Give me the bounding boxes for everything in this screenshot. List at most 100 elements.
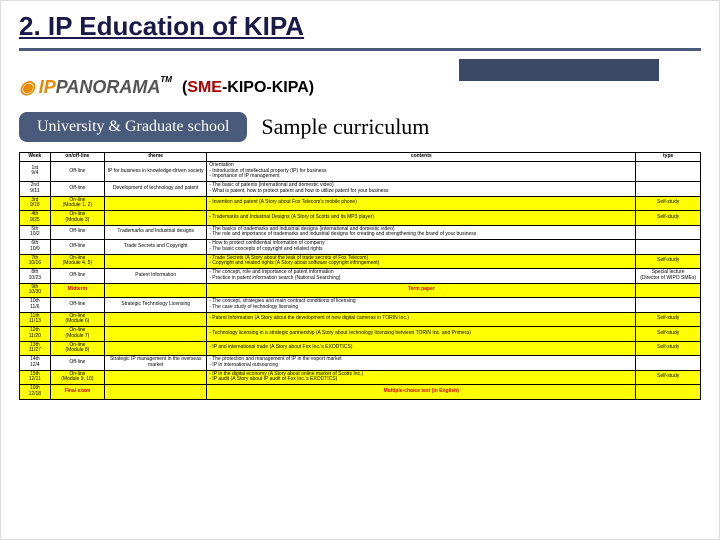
cell-week: 2nd 9/11 (20, 182, 51, 197)
university-pill: University & Graduate school (19, 112, 247, 142)
logo-tm: TM (160, 75, 172, 84)
cell-contents: - Trademarks and Industrial Designs (A S… (207, 211, 636, 226)
cell-type (636, 385, 701, 400)
subtitle-sme: SME (187, 79, 222, 96)
cell-mode: Off-line (50, 298, 104, 313)
cell-type: Self-study (636, 341, 701, 356)
cell-week: 4th 9/25 (20, 211, 51, 226)
cell-type: Self-study (636, 312, 701, 327)
sample-curriculum-label: Sample curriculum (261, 114, 429, 140)
th-week: Week (20, 153, 51, 162)
cell-type: Self-study (636, 211, 701, 226)
accent-bar (459, 59, 659, 81)
cell-week: 14th 12/4 (20, 356, 51, 371)
cell-mode: On-line (Module 7) (50, 327, 104, 342)
cell-theme (105, 283, 207, 298)
cell-mode: Final exam (50, 385, 104, 400)
th-onoff: on/off-line (50, 153, 104, 162)
cell-theme (105, 341, 207, 356)
cell-contents: - The basic of patents (international an… (207, 182, 636, 197)
table-row: 11th 11/13On-line (Module 6)- Patent Inf… (20, 312, 701, 327)
cell-type: Self-study (636, 254, 701, 269)
ippanorama-logo: ◉ IPPANORAMATM (19, 77, 172, 98)
cell-theme (105, 370, 207, 385)
table-row: 13th 11/27On-line (Module 8)- IP and int… (20, 341, 701, 356)
table-row: 8th 10/23Off-linePatent Information- The… (20, 269, 701, 284)
subtitle: (SME-KIPO-KIPA) (182, 79, 314, 97)
cell-theme: Trade Secrets and Copyright (105, 240, 207, 255)
table-row: 9th 10/30Midterm Term paper (20, 283, 701, 298)
cell-mode: On-line (Module 6) (50, 312, 104, 327)
cell-theme: Trademarks and Industrial designs (105, 225, 207, 240)
cell-week: 8th 10/23 (20, 269, 51, 284)
cell-type: Self-study (636, 327, 701, 342)
table-row: 12th 11/20On-line (Module 7) - Technology… (20, 327, 701, 342)
cell-contents: - Invention and patent (A Story about Fo… (207, 196, 636, 211)
cell-theme (105, 385, 207, 400)
table-row: 2nd 9/11Off-lineDevelopment of technolog… (20, 182, 701, 197)
cell-type (636, 298, 701, 313)
cell-week: 15th 12/11 (20, 370, 51, 385)
cell-type (636, 161, 701, 181)
cell-week: 16th 12/18 (20, 385, 51, 400)
cell-theme: Development of technology and patent (105, 182, 207, 197)
cell-type: Special lecture (Director of WIPO SMEs) (636, 269, 701, 284)
cell-theme: Strategic IP management in the overseas … (105, 356, 207, 371)
table-row: 10th 11/6Off-lineStrategic Technology Li… (20, 298, 701, 313)
cell-type (636, 283, 701, 298)
band-row: University & Graduate school Sample curr… (19, 112, 701, 142)
cell-mode: Off-line (50, 269, 104, 284)
curriculum-table: Week on/off-line theme contents type 1st… (19, 152, 701, 400)
cell-type (636, 182, 701, 197)
table-row: 16th 12/18Final exam Multiple-choice test… (20, 385, 701, 400)
cell-week: 5th 10/2 (20, 225, 51, 240)
cell-week: 10th 11/6 (20, 298, 51, 313)
table-row: 3rd 9/18On-line (Module 1, 2) - Invention… (20, 196, 701, 211)
cell-mode: On-line (Module 9, 10) (50, 370, 104, 385)
cell-mode: Off-line (50, 225, 104, 240)
logo-ip: IP (39, 77, 56, 98)
cell-contents: - The concept, role and importance of pa… (207, 269, 636, 284)
cell-mode: Midterm (50, 283, 104, 298)
cell-contents: - Trade Secrets (A Story about the leak … (207, 254, 636, 269)
table-row: 1st 9/4Off-lineIP for business in knowle… (20, 161, 701, 181)
cell-contents: Orientation - Introduction of intellectu… (207, 161, 636, 181)
th-type: type (636, 153, 701, 162)
cell-mode: On-line (Module 3) (50, 211, 104, 226)
cell-mode: On-line (Module 1, 2) (50, 196, 104, 211)
table-row: 4th 9/25On-line (Module 3) - Trademarks a… (20, 211, 701, 226)
cell-week: 7th 10/16 (20, 254, 51, 269)
globe-icon: ◉ (19, 77, 35, 98)
cell-week: 6th 10/9 (20, 240, 51, 255)
cell-mode: On-line (Module 8) (50, 341, 104, 356)
logo-pan: PANORAMA (56, 77, 161, 98)
cell-type: Self-study (636, 370, 701, 385)
cell-theme: Patent Information (105, 269, 207, 284)
cell-theme: Strategic Technology Licensing (105, 298, 207, 313)
page-title: 2. IP Education of KIPA (19, 1, 701, 51)
cell-type (636, 356, 701, 371)
cell-contents: - Patent Information (A Story about the … (207, 312, 636, 327)
cell-type (636, 240, 701, 255)
subtitle-rest: -KIPO-KIPA) (222, 79, 314, 96)
cell-contents: - IP and international trade (A Story ab… (207, 341, 636, 356)
cell-contents: Multiple-choice test (in English) (207, 385, 636, 400)
slide: 2. IP Education of KIPA ◉ IPPANORAMATM (… (0, 0, 720, 540)
cell-week: 3rd 9/18 (20, 196, 51, 211)
cell-type (636, 225, 701, 240)
cell-week: 12th 11/20 (20, 327, 51, 342)
cell-week: 9th 10/30 (20, 283, 51, 298)
table-row: 14th 12/4Off-lineStrategic IP management… (20, 356, 701, 371)
cell-contents: - Technology licensing in a strategic pa… (207, 327, 636, 342)
table-row: 7th 10/16On-line (Module 4, 5)- Trade Se… (20, 254, 701, 269)
table-header: Week on/off-line theme contents type (20, 153, 701, 162)
th-theme: theme (105, 153, 207, 162)
cell-theme (105, 327, 207, 342)
cell-mode: Off-line (50, 356, 104, 371)
cell-theme (105, 211, 207, 226)
cell-type: Self-study (636, 196, 701, 211)
th-contents: contents (207, 153, 636, 162)
cell-mode: Off-line (50, 161, 104, 181)
cell-contents: Term paper (207, 283, 636, 298)
cell-theme (105, 312, 207, 327)
